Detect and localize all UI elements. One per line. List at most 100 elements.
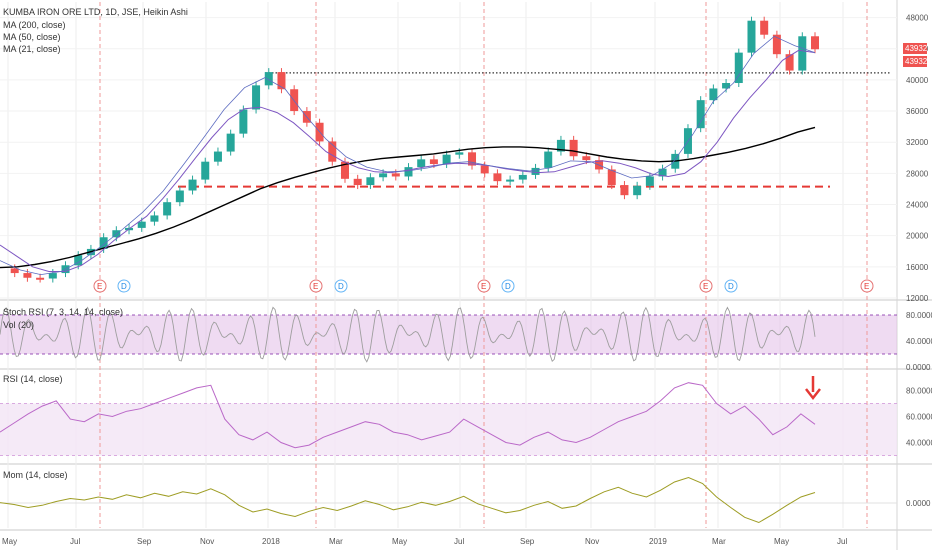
ma200-line	[0, 126, 816, 269]
legend-rsi: RSI (14, close)	[3, 374, 63, 384]
ha-candle	[239, 109, 248, 134]
rsi-down-arrow	[805, 376, 821, 401]
ma50-line	[0, 49, 816, 272]
ha-candle	[633, 185, 642, 196]
earnings-marker	[477, 279, 491, 293]
earnings-marker	[699, 279, 713, 293]
dividend-marker	[724, 279, 738, 293]
ha-candle	[455, 152, 464, 155]
stoch-y-tick: 80.0000	[906, 311, 932, 320]
dividend-marker-label: D	[121, 282, 127, 291]
ha-candle	[353, 178, 362, 186]
ha-candle	[607, 169, 616, 186]
ha-candle	[277, 72, 286, 90]
legend-ma200: MA (200, close)	[3, 20, 66, 30]
ha-candle	[798, 36, 807, 71]
ha-candle	[429, 159, 438, 165]
ha-candle	[226, 133, 235, 152]
x-tick-label: May	[774, 537, 789, 546]
stoch-k-line	[0, 306, 816, 363]
rsi-band	[0, 403, 897, 456]
last-price-label: 43932	[903, 43, 928, 54]
ha-candle	[74, 255, 83, 266]
ma21-line	[0, 35, 816, 276]
dividend-marker	[334, 279, 348, 293]
ha-candle	[506, 179, 515, 182]
ha-candle	[10, 268, 19, 274]
last-price-label-2: 43932	[903, 56, 928, 67]
x-tick-label: May	[2, 537, 17, 546]
ha-candle	[264, 72, 273, 86]
ha-candle	[404, 167, 413, 177]
ha-candle	[772, 34, 781, 55]
x-tick-label: 2019	[649, 537, 667, 546]
legend-ma50: MA (50, close)	[3, 32, 61, 42]
y-tick-label: 36000	[906, 107, 929, 116]
x-tick-label: Jul	[454, 537, 464, 546]
mom-y-tick: 0.0000	[906, 499, 931, 508]
y-tick-label: 40000	[906, 76, 929, 85]
svg-text:43932: 43932	[905, 57, 928, 66]
ha-candle	[442, 154, 451, 165]
ha-candle	[531, 167, 540, 175]
y-tick-label: 28000	[906, 169, 929, 178]
stoch-y-tick: 40.0000	[906, 337, 932, 346]
ha-candle	[48, 273, 57, 279]
ha-candle	[480, 165, 489, 174]
ha-candle	[391, 173, 400, 177]
ha-candle	[137, 221, 146, 228]
ha-candle	[645, 176, 654, 186]
earnings-marker	[860, 279, 874, 293]
y-tick-label: 12000	[906, 294, 929, 303]
rsi-y-tick: 40.0000	[906, 439, 932, 448]
earnings-marker-label: E	[313, 282, 318, 291]
legend-stoch-rsi: Stoch RSI (7, 3, 14, 14, close)	[3, 307, 123, 317]
y-tick-label: 16000	[906, 263, 929, 272]
svg-text:43932: 43932	[905, 44, 928, 53]
x-tick-label: 2018	[262, 537, 280, 546]
ha-candle	[582, 156, 591, 161]
stoch-y-tick: 0.0000	[906, 363, 931, 372]
x-tick-label: May	[392, 537, 407, 546]
x-tick-label: Sep	[137, 537, 152, 546]
legend-momentum: Mom (14, close)	[3, 470, 68, 480]
earnings-marker-label: E	[703, 282, 708, 291]
dividend-marker-label: D	[505, 282, 511, 291]
legend-vol: Vol (20)	[3, 320, 34, 330]
dividend-marker-label: D	[338, 282, 344, 291]
ha-candle	[175, 190, 184, 203]
x-tick-label: Mar	[329, 537, 343, 546]
ha-candle	[379, 173, 388, 178]
ha-candle	[328, 141, 337, 162]
chart-title: KUMBA IRON ORE LTD, 1D, JSE, Heikin Ashi	[3, 7, 188, 17]
x-tick-label: Nov	[200, 537, 214, 546]
earnings-marker-label: E	[97, 282, 102, 291]
ha-candle	[252, 85, 261, 110]
ha-candle	[36, 277, 45, 280]
ha-candle	[99, 237, 108, 249]
ha-candle	[340, 161, 349, 179]
ha-candle	[556, 139, 565, 152]
ha-candle	[658, 168, 667, 177]
ha-candle	[518, 174, 527, 180]
ha-candle	[722, 83, 731, 89]
x-tick-label: Nov	[585, 537, 599, 546]
ha-candle	[734, 52, 743, 84]
ha-candle	[785, 54, 794, 71]
dividend-marker	[501, 279, 515, 293]
momentum-line	[0, 476, 816, 524]
ha-candle	[569, 139, 578, 157]
ha-candle	[544, 151, 553, 168]
ha-candle	[493, 173, 502, 182]
x-tick-label: Sep	[520, 537, 535, 546]
y-tick-label: 48000	[906, 14, 929, 23]
ha-candle	[112, 230, 121, 238]
ha-candle	[366, 177, 375, 186]
x-tick-label: Jul	[70, 537, 80, 546]
ha-candle	[747, 20, 756, 53]
ha-candle	[709, 88, 718, 101]
x-tick-label: Mar	[712, 537, 726, 546]
rsi-y-tick: 60.0000	[906, 413, 932, 422]
y-tick-label: 32000	[906, 138, 929, 147]
